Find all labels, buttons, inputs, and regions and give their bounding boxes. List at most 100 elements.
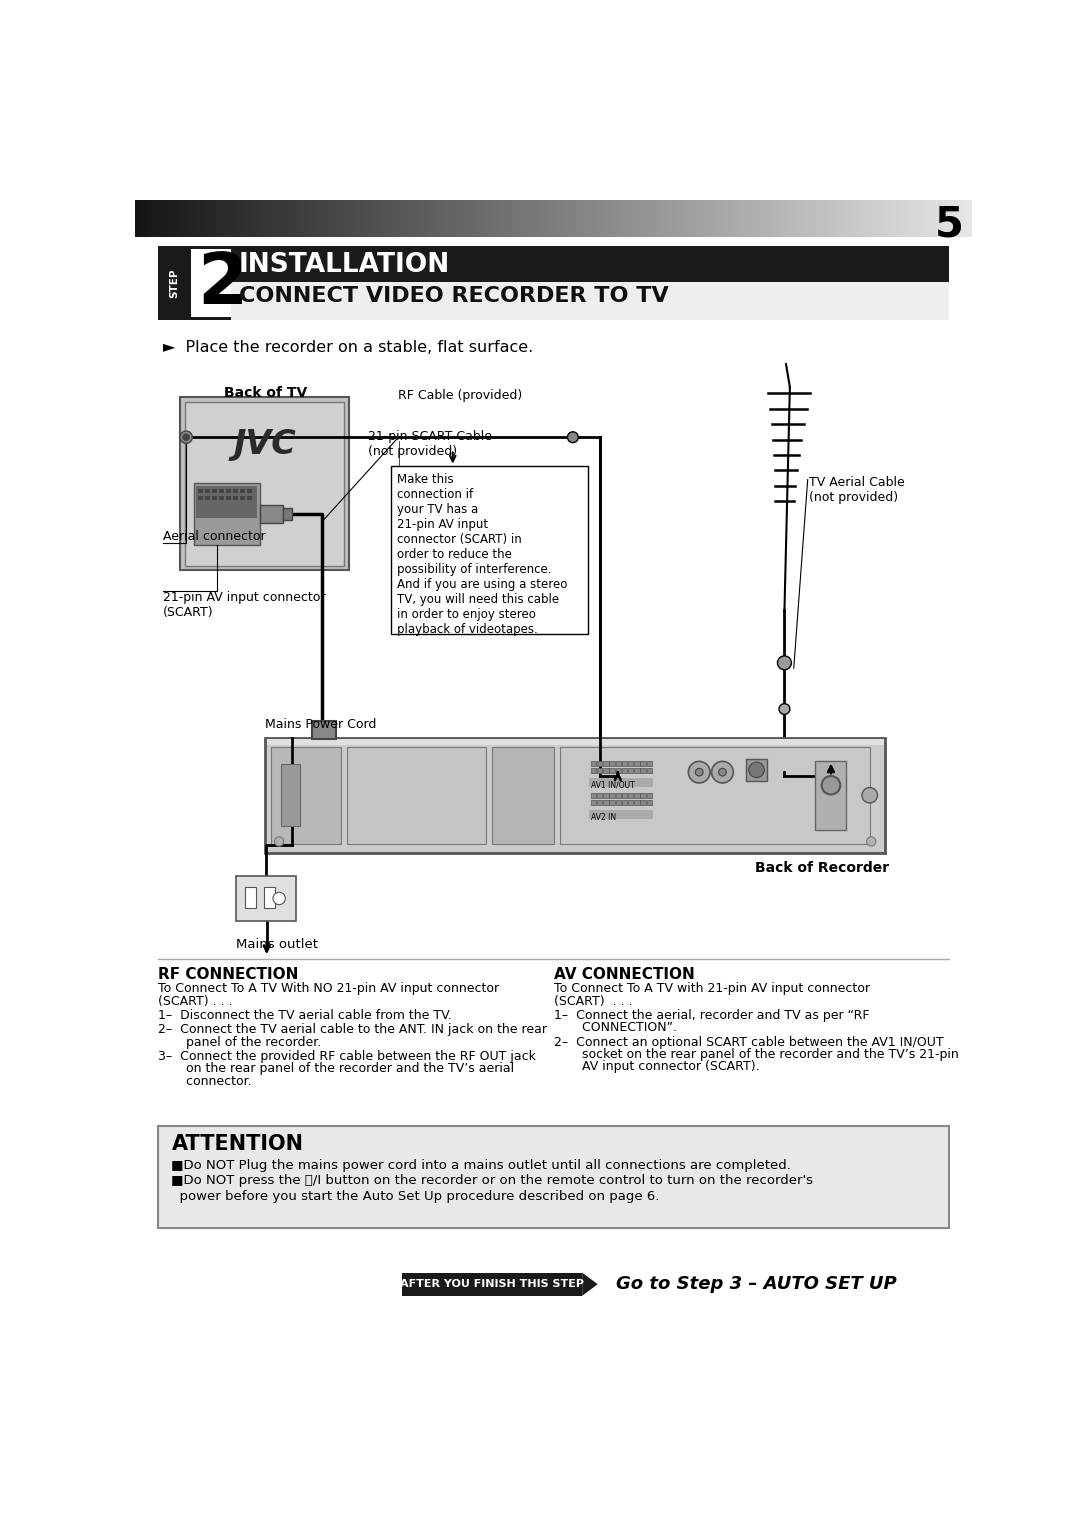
Bar xyxy=(486,200,489,237)
Bar xyxy=(815,760,847,830)
Bar xyxy=(232,488,238,493)
Bar xyxy=(886,200,889,237)
Bar xyxy=(808,200,811,237)
Bar xyxy=(258,200,261,237)
Circle shape xyxy=(748,761,765,778)
Bar xyxy=(197,200,200,237)
Bar xyxy=(597,760,603,766)
Bar xyxy=(436,200,440,237)
Bar xyxy=(246,488,252,493)
Bar xyxy=(352,200,355,237)
Bar xyxy=(313,200,316,237)
Text: (SCART) . . .: (SCART) . . . xyxy=(159,995,233,1007)
Bar xyxy=(264,887,274,908)
Bar xyxy=(777,200,780,237)
Bar xyxy=(590,778,652,787)
Bar xyxy=(627,794,633,798)
Text: Make this
connection if
your TV has a
21-pin AV input
connector (SCART) in
order: Make this connection if your TV has a 21… xyxy=(397,473,567,636)
Bar xyxy=(889,200,891,237)
Bar xyxy=(667,200,671,237)
Bar xyxy=(953,200,956,237)
Bar xyxy=(213,200,216,237)
Bar xyxy=(271,746,341,844)
Bar xyxy=(949,200,953,237)
Bar xyxy=(741,200,744,237)
Bar xyxy=(590,200,593,237)
Text: 1–  Connect the aerial, recorder and TV as per “RF: 1– Connect the aerial, recorder and TV a… xyxy=(554,1009,869,1021)
Bar xyxy=(230,200,233,237)
Bar xyxy=(158,200,161,237)
Bar xyxy=(565,200,568,237)
Bar xyxy=(647,794,652,798)
Bar xyxy=(688,200,690,237)
Bar xyxy=(600,200,604,237)
Bar xyxy=(500,200,503,237)
Bar xyxy=(212,488,217,493)
Text: 2–  Connect an optional SCART cable between the AV1 IN/OUT: 2– Connect an optional SCART cable betwe… xyxy=(554,1036,943,1048)
Bar xyxy=(604,200,607,237)
Bar xyxy=(609,760,615,766)
Bar xyxy=(205,200,208,237)
Bar xyxy=(542,200,545,237)
Bar xyxy=(534,200,537,237)
Bar xyxy=(454,200,456,237)
Bar xyxy=(849,200,852,237)
Bar xyxy=(755,200,757,237)
Text: 5: 5 xyxy=(935,203,963,246)
Text: ■Do NOT Plug the mains power cord into a mains outlet until all connections are : ■Do NOT Plug the mains power cord into a… xyxy=(171,1158,791,1172)
Bar xyxy=(651,200,654,237)
Bar xyxy=(240,488,245,493)
Bar xyxy=(969,200,972,237)
Bar xyxy=(559,746,869,844)
Bar xyxy=(308,200,311,237)
Bar xyxy=(896,200,900,237)
Bar xyxy=(554,200,556,237)
Text: ►  Place the recorder on a stable, flat surface.: ► Place the recorder on a stable, flat s… xyxy=(163,340,534,356)
Bar xyxy=(144,200,147,237)
Bar xyxy=(168,200,172,237)
Bar xyxy=(216,200,219,237)
Bar xyxy=(481,200,484,237)
Bar xyxy=(391,467,589,635)
Bar xyxy=(207,200,211,237)
Bar xyxy=(768,200,771,237)
Bar xyxy=(341,200,345,237)
Bar xyxy=(868,200,872,237)
Text: AV2 IN: AV2 IN xyxy=(591,813,616,823)
Bar xyxy=(322,200,325,237)
Bar xyxy=(956,200,958,237)
Bar xyxy=(330,200,334,237)
Text: AV input connector (SCART).: AV input connector (SCART). xyxy=(554,1061,759,1073)
Bar xyxy=(154,200,158,237)
Bar xyxy=(361,200,364,237)
Bar xyxy=(872,200,875,237)
Bar xyxy=(408,200,411,237)
Bar xyxy=(597,794,603,798)
Bar xyxy=(498,200,501,237)
Bar xyxy=(715,200,718,237)
Bar xyxy=(734,200,738,237)
Bar xyxy=(732,200,735,237)
Bar xyxy=(707,200,711,237)
Bar xyxy=(861,200,864,237)
Text: Aerial connector: Aerial connector xyxy=(163,531,266,543)
Bar xyxy=(450,200,454,237)
Bar xyxy=(160,200,163,237)
Bar xyxy=(681,200,685,237)
Circle shape xyxy=(688,761,710,783)
Text: Go to Step 3 – AUTO SET UP: Go to Step 3 – AUTO SET UP xyxy=(616,1276,896,1293)
Bar xyxy=(255,200,258,237)
Bar xyxy=(591,800,596,806)
Bar xyxy=(603,794,608,798)
Bar xyxy=(603,768,608,774)
Bar xyxy=(548,200,551,237)
Bar xyxy=(484,200,487,237)
Bar xyxy=(634,800,639,806)
Bar xyxy=(221,200,225,237)
Bar xyxy=(829,200,833,237)
Bar xyxy=(266,737,886,853)
Bar xyxy=(746,200,750,237)
Text: AFTER YOU FINISH THIS STEP: AFTER YOU FINISH THIS STEP xyxy=(401,1279,584,1289)
Bar xyxy=(634,768,639,774)
Bar xyxy=(375,200,378,237)
